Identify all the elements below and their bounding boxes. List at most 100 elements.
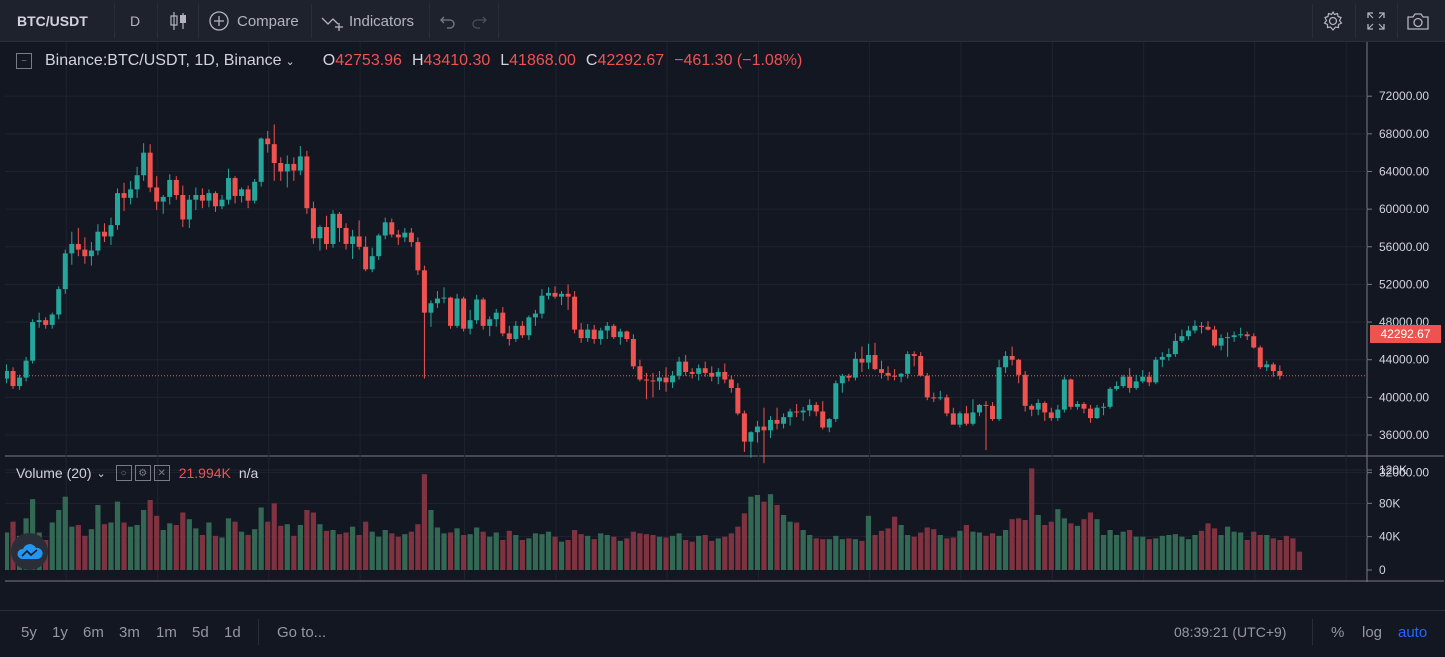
- candle-body: [101, 231, 107, 237]
- collapse-legend-icon[interactable]: −: [16, 53, 32, 69]
- close-icon[interactable]: ✕: [153, 465, 170, 481]
- candle-body: [872, 355, 878, 370]
- volume-axis-label: 40K: [1379, 530, 1400, 544]
- price-axis-label: 40000.00: [1379, 390, 1429, 404]
- candle-body: [121, 193, 127, 198]
- volume-bar: [415, 524, 421, 570]
- candle-body: [408, 232, 414, 243]
- gear-icon[interactable]: ⚙: [134, 465, 151, 481]
- volume-value: 21.994K: [178, 465, 231, 481]
- volume-bar: [859, 540, 865, 570]
- candle-body: [918, 355, 924, 376]
- redo-button[interactable]: [470, 0, 488, 42]
- candle-body: [115, 193, 121, 226]
- volume-bar: [852, 539, 858, 570]
- candle-body: [1166, 354, 1172, 357]
- candle-body: [212, 193, 218, 207]
- toolbar-divider: [258, 619, 259, 645]
- volume-bar: [108, 522, 114, 570]
- candle-body: [382, 222, 388, 236]
- compare-button[interactable]: Compare: [208, 0, 299, 42]
- range-button-1d[interactable]: 1d: [224, 623, 241, 641]
- volume-bar: [748, 496, 754, 570]
- undo-button[interactable]: [439, 0, 457, 42]
- candle-body: [43, 320, 49, 325]
- candle-body: [559, 293, 565, 297]
- candle-body: [1009, 355, 1015, 360]
- volume-bar: [278, 525, 284, 570]
- volume-title[interactable]: Volume (20): [16, 465, 92, 481]
- chevron-down-icon[interactable]: ⌄: [96, 467, 106, 480]
- candle-body: [924, 375, 930, 398]
- volume-bar: [963, 525, 970, 570]
- volume-bar: [1016, 518, 1022, 570]
- toolbar-divider: [1312, 619, 1313, 645]
- volume-bar: [356, 535, 362, 570]
- volume-bar: [552, 536, 558, 570]
- candle-body: [147, 152, 153, 188]
- chart-type-button[interactable]: [167, 0, 189, 42]
- chevron-down-icon[interactable]: ⌄: [285, 55, 295, 68]
- volume-bar: [1205, 523, 1211, 570]
- interval-button[interactable]: D: [130, 0, 140, 42]
- settings-button[interactable]: [1322, 0, 1344, 42]
- range-button-3m[interactable]: 3m: [119, 623, 140, 641]
- goto-button[interactable]: Go to...: [277, 611, 326, 653]
- candle-body: [1042, 403, 1048, 413]
- candle-body: [1270, 364, 1276, 372]
- range-button-5y[interactable]: 5y: [21, 623, 37, 641]
- candle-body: [643, 379, 649, 381]
- candle-body: [376, 235, 382, 257]
- volume-bar: [421, 474, 428, 570]
- candle-body: [30, 322, 36, 361]
- symbol-search-button[interactable]: BTC/USDT: [17, 0, 88, 42]
- log-toggle[interactable]: log: [1362, 611, 1382, 653]
- series-name[interactable]: Binance:BTC/USDT, 1D, Binance: [45, 52, 282, 69]
- range-button-6m[interactable]: 6m: [83, 623, 104, 641]
- eye-icon[interactable]: ○: [115, 465, 132, 481]
- open-value: 42753.96: [335, 52, 402, 69]
- candle-body: [676, 361, 682, 376]
- log-label: log: [1362, 623, 1383, 641]
- range-button-5d[interactable]: 5d: [192, 623, 209, 641]
- range-button-1y[interactable]: 1y: [52, 623, 68, 641]
- tradingview-logo[interactable]: [11, 533, 48, 570]
- candle-body: [1074, 403, 1080, 407]
- candle-body: [617, 331, 623, 338]
- candle-body: [748, 432, 754, 442]
- volume-bar: [141, 510, 147, 570]
- screenshot-button[interactable]: [1406, 0, 1430, 42]
- volume-bar: [1002, 530, 1009, 570]
- candle-body: [193, 195, 199, 200]
- candle-body: [330, 213, 336, 244]
- fullscreen-button[interactable]: [1365, 0, 1387, 42]
- volume-bar: [369, 531, 375, 570]
- candle-body: [441, 297, 447, 299]
- clock[interactable]: 08:39:21 (UTC+9): [1174, 611, 1286, 653]
- candle-body: [62, 253, 68, 290]
- candle-body: [350, 236, 356, 244]
- price-chart[interactable]: 72000.00 68000.00 64000.00 60000.00 56000.00…: [5, 42, 1444, 582]
- volume-bar: [1153, 538, 1159, 570]
- range-button-1m[interactable]: 1m: [156, 623, 177, 641]
- candle-body: [898, 373, 904, 377]
- volume-bar: [669, 535, 676, 570]
- volume-bar: [232, 521, 238, 570]
- volume-bar: [447, 532, 454, 570]
- indicators-button[interactable]: Indicators: [320, 0, 414, 42]
- candle-body: [905, 354, 911, 374]
- candle-body: [389, 222, 395, 235]
- candle-body: [1212, 329, 1218, 346]
- auto-toggle[interactable]: auto: [1398, 611, 1427, 653]
- volume-bar: [167, 523, 173, 570]
- volume-bar: [310, 512, 317, 570]
- symbol-label: BTC/USDT: [17, 13, 88, 29]
- candle-body: [1114, 386, 1120, 389]
- goto-label: Go to...: [277, 623, 327, 641]
- volume-bar: [1127, 530, 1133, 570]
- percent-toggle[interactable]: %: [1331, 611, 1344, 653]
- candle-body: [167, 179, 173, 197]
- volume-bar: [134, 525, 140, 570]
- candle-body: [500, 312, 506, 334]
- candle-body: [1029, 405, 1035, 410]
